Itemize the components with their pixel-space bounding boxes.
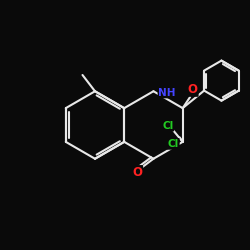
Text: O: O [132,166,142,179]
Text: Cl: Cl [168,139,179,149]
Text: O: O [188,83,198,96]
Text: Cl: Cl [162,121,173,131]
Text: NH: NH [158,88,176,98]
